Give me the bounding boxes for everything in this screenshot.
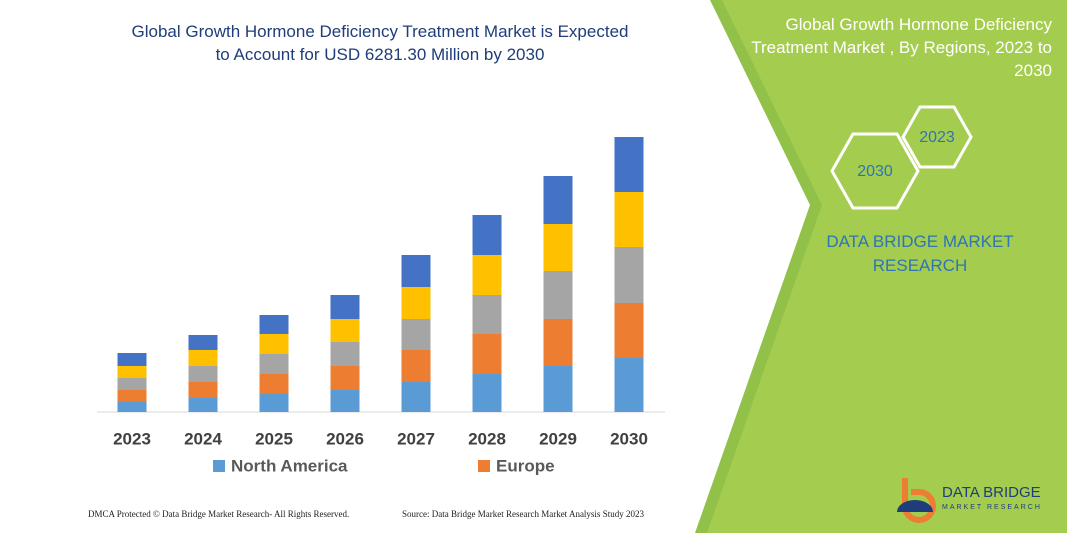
legend-swatch [478, 460, 490, 472]
hexagon-label: 2030 [857, 163, 893, 180]
bar-segment [543, 224, 573, 271]
bar-segment [543, 271, 573, 319]
bar-segment [401, 350, 431, 382]
hexagon [901, 105, 973, 169]
bar-segment [543, 176, 573, 224]
brand-text: DATA BRIDGE MARKET RESEARCH [826, 232, 1014, 275]
logo-name: DATA BRIDGE [942, 484, 1041, 501]
bar-segment [401, 382, 431, 412]
bar-segment [472, 215, 502, 255]
bar-segment [259, 315, 289, 334]
panel-title: Global Growth Hormone Deficiency Treatme… [751, 15, 1052, 80]
bar-segment [543, 366, 573, 412]
bar-segment [188, 350, 218, 366]
hexagon [830, 132, 920, 210]
bar-segment [330, 366, 360, 390]
bar-segment [259, 354, 289, 374]
logo-icon [902, 478, 936, 523]
bar-segment [259, 394, 289, 412]
bar-segment [330, 319, 360, 342]
legend-label: Europe [496, 456, 555, 475]
legend-swatch [213, 460, 225, 472]
x-tick-label: 2028 [468, 429, 506, 448]
x-tick-label: 2029 [539, 429, 577, 448]
bar-segment [472, 374, 502, 412]
x-tick-label: 2027 [397, 429, 435, 448]
logo-tagline: MARKET RESEARCH [942, 504, 1042, 511]
x-tick-label: 2030 [610, 429, 648, 448]
bar-segment [543, 319, 573, 366]
bar-segment [259, 334, 289, 354]
bar-segment [188, 398, 218, 412]
panel-face [707, 0, 1067, 533]
bar-segment [117, 402, 147, 412]
chart-title: Global Growth Hormone Deficiency Treatme… [131, 22, 629, 64]
bar-segment [188, 335, 218, 350]
footer-right: Source: Data Bridge Market Research Mark… [402, 509, 644, 519]
bar-segment [614, 247, 644, 303]
logo-icon [897, 500, 933, 512]
bar-segment [117, 366, 147, 378]
bar-segment [188, 382, 218, 398]
bar-segment [117, 378, 147, 390]
bar-segment [401, 319, 431, 350]
bar-segment [259, 374, 289, 394]
bar-segment [614, 192, 644, 247]
bar-segment [472, 255, 502, 295]
hexagon-label: 2023 [919, 129, 955, 146]
x-tick-label: 2023 [113, 429, 151, 448]
footer-left: DMCA Protected © Data Bridge Market Rese… [88, 509, 350, 519]
x-tick-label: 2025 [255, 429, 293, 448]
x-tick-label: 2026 [326, 429, 364, 448]
bar-segment [330, 295, 360, 319]
bar-segment [401, 287, 431, 319]
bar-segment [330, 342, 360, 366]
bar-segment [614, 358, 644, 412]
bar-segment [614, 137, 644, 192]
x-tick-label: 2024 [184, 429, 222, 448]
bar-segment [117, 353, 147, 366]
legend-label: North America [231, 456, 348, 475]
bar-segment [330, 390, 360, 412]
bar-segment [614, 303, 644, 358]
bar-segment [472, 295, 502, 334]
bar-segment [117, 390, 147, 402]
bar-segment [188, 366, 218, 382]
bar-segment [472, 334, 502, 374]
bar-segment [401, 255, 431, 287]
